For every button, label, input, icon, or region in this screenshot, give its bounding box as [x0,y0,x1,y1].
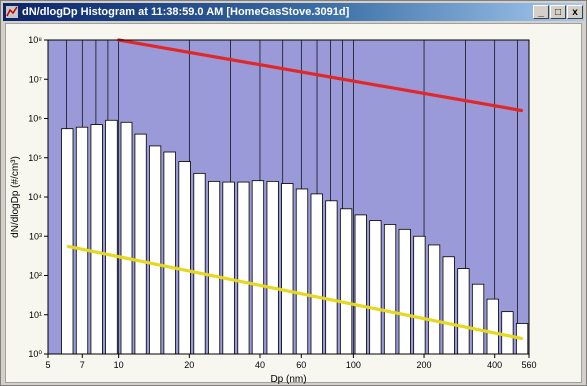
histogram-bar [105,119,118,355]
histogram-bar [61,128,74,355]
close-button[interactable]: x [567,5,583,19]
y-tick-label: 10⁰ [28,349,42,359]
histogram-bar [413,235,426,355]
y-tick-label: 10¹ [29,310,42,320]
x-axis-label: Dp (nm) [270,374,306,384]
histogram-bar [149,145,162,355]
x-tick-label: 400 [487,360,502,370]
maximize-button[interactable]: □ [550,5,566,19]
histogram-bar [237,181,250,355]
histogram-bar [442,256,455,355]
x-tick-label: 20 [184,360,194,370]
histogram-bar [90,124,103,355]
histogram-bar [398,228,411,355]
histogram-bar [251,180,265,355]
red-trend-line [117,38,524,113]
y-axis-label: dN/dlogDp (#/cm³) [10,156,21,238]
histogram-bar [383,224,397,355]
x-tick-label: 200 [417,360,432,370]
y-tick-label: 10⁷ [29,74,42,84]
histogram-bar [193,172,206,355]
y-tick-label: 10⁴ [28,192,42,202]
yellow-trend-line [66,244,524,340]
y-tick-label: 10² [29,271,42,281]
histogram-bar [339,208,353,355]
y-axis: 10⁰ 10¹ 10² 10³ 10⁴ 10⁵ 10⁶ 10⁷ 10⁸ [28,35,48,359]
histogram-bar [208,180,221,355]
chart-panel: 5 7 10 20 40 60 100 200 400 560 10⁰ 10¹ 10² 10³ 10⁴ 10… [5,23,582,384]
histogram-bar [281,183,294,355]
x-tick-label: 10 [114,360,124,370]
histogram-bar [222,181,235,355]
x-tick-label: 100 [346,360,361,370]
histogram-bar [120,121,133,355]
histogram-bar [134,133,147,355]
histogram-bar [163,151,176,355]
trend-lines [66,38,524,340]
x-tick-label: 560 [521,360,536,370]
histogram-bar [325,200,338,355]
window-title: dN/dlogDp Histogram at 11:38:59.0 AM [Ho… [22,6,350,18]
histogram-bar [486,298,499,355]
histogram-bar [178,161,191,355]
x-tick-label: 60 [296,360,306,370]
chart-app-icon [6,6,18,18]
x-axis: 5 7 10 20 40 60 100 200 400 560 [45,354,537,370]
histogram-bar [295,188,309,355]
histogram-bar [354,214,367,355]
x-tick-label: 40 [255,360,265,370]
y-tick-label: 10⁸ [28,35,42,45]
histogram-bar [471,283,485,355]
minimize-button[interactable]: _ [533,5,549,19]
x-tick-label: 5 [45,360,50,370]
y-tick-label: 10³ [29,231,42,241]
histogram-bar [457,268,470,355]
histogram-bar [501,311,514,355]
x-tick-label: 7 [80,360,85,370]
histogram-chart: 5 7 10 20 40 60 100 200 400 560 10⁰10¹10²10³10⁴10… [10,35,537,384]
histogram-bar [369,220,382,355]
y-tick-label: 10⁵ [28,153,42,163]
y-tick-label: 10⁶ [28,114,42,124]
histogram-bar [266,180,279,355]
histogram-bar [310,193,323,355]
histogram-bar [75,126,89,355]
histogram-bar [427,244,441,355]
title-bar[interactable]: dN/dlogDp Histogram at 11:38:59.0 AM [Ho… [3,3,584,21]
